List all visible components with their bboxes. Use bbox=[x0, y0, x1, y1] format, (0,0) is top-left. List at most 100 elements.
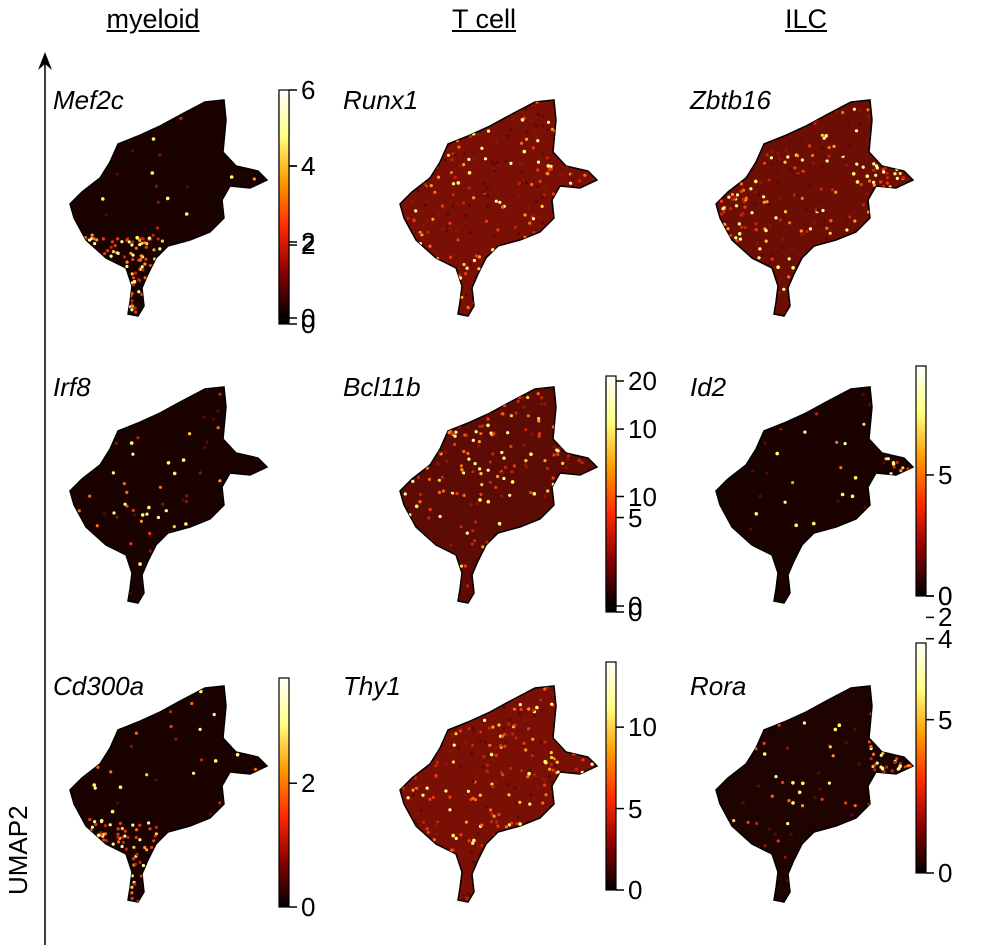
colorbar-tick-label: 0 bbox=[628, 591, 643, 621]
cell-point bbox=[536, 785, 540, 789]
cell-point bbox=[500, 420, 504, 424]
cell-point bbox=[874, 164, 879, 168]
cell-point bbox=[515, 821, 519, 826]
cell-point bbox=[537, 416, 541, 421]
cell-point bbox=[414, 209, 418, 213]
cell-point bbox=[130, 149, 135, 153]
cell-point bbox=[521, 455, 525, 459]
cell-point bbox=[800, 196, 804, 200]
cell-point bbox=[471, 726, 475, 730]
cell-point bbox=[528, 447, 532, 451]
cell-point bbox=[540, 124, 544, 128]
cell-point bbox=[501, 518, 505, 522]
cell-point bbox=[188, 432, 192, 436]
cell-point bbox=[476, 832, 480, 836]
cell-point bbox=[461, 471, 466, 475]
umap-cell-cloud bbox=[399, 99, 599, 317]
cell-point bbox=[832, 144, 836, 148]
cell-point bbox=[762, 195, 766, 199]
cell-point bbox=[802, 232, 806, 236]
cell-point-high bbox=[851, 172, 856, 176]
cell-point bbox=[514, 801, 518, 805]
cell-point bbox=[123, 502, 127, 506]
cell-point bbox=[464, 293, 468, 297]
cell-point bbox=[848, 144, 852, 148]
cell-point bbox=[500, 734, 505, 738]
cell-point bbox=[499, 426, 503, 430]
cell-point bbox=[850, 813, 854, 817]
cell-point bbox=[830, 188, 834, 192]
cell-point bbox=[869, 757, 873, 761]
cell-point bbox=[520, 170, 524, 174]
cell-point bbox=[541, 151, 545, 155]
cell-point bbox=[437, 490, 441, 494]
cell-point bbox=[518, 703, 522, 707]
umap-panel-thy1 bbox=[399, 685, 599, 903]
cell-point-high bbox=[535, 705, 539, 710]
cell-point bbox=[506, 476, 510, 480]
colorbar-tick-label: 5 bbox=[938, 459, 953, 490]
cell-point-high bbox=[865, 174, 870, 178]
colorbar-tick-label: 20 bbox=[628, 366, 657, 396]
cell-point bbox=[126, 835, 130, 839]
cell-point bbox=[501, 412, 505, 416]
cell-point bbox=[898, 761, 902, 766]
cell-point bbox=[836, 500, 840, 504]
cell-point bbox=[770, 794, 774, 798]
cell-point bbox=[437, 478, 441, 482]
cell-point bbox=[741, 801, 745, 805]
cell-point bbox=[416, 188, 420, 193]
cell-point bbox=[456, 238, 460, 242]
cell-point bbox=[830, 173, 834, 177]
cell-point bbox=[137, 290, 141, 294]
cell-point-high bbox=[797, 790, 802, 795]
cell-point-high bbox=[166, 461, 171, 465]
cell-point bbox=[434, 774, 438, 778]
cell-point bbox=[908, 764, 912, 768]
cell-point bbox=[557, 446, 562, 450]
cell-point bbox=[481, 424, 485, 428]
cell-point bbox=[740, 225, 744, 229]
cell-point bbox=[453, 434, 457, 438]
cell-point bbox=[532, 230, 536, 234]
cell-point bbox=[545, 410, 549, 414]
cell-point bbox=[768, 261, 772, 265]
colorbar-tick-label: 0 bbox=[301, 309, 316, 339]
cell-point bbox=[471, 438, 475, 442]
cell-point bbox=[502, 726, 506, 730]
cell-point bbox=[530, 753, 534, 758]
cell-point bbox=[95, 238, 99, 242]
cell-point bbox=[148, 263, 152, 267]
cell-point bbox=[852, 107, 856, 111]
cell-point-high bbox=[486, 423, 490, 428]
cell-point bbox=[844, 740, 848, 744]
cell-point bbox=[546, 128, 550, 132]
cell-point bbox=[449, 493, 453, 497]
cell-point bbox=[451, 193, 455, 197]
cell-point bbox=[862, 203, 866, 207]
cell-point bbox=[820, 797, 824, 801]
cell-point bbox=[449, 255, 453, 259]
cell-point bbox=[469, 262, 473, 266]
cell-point bbox=[433, 824, 438, 828]
cell-point bbox=[148, 827, 152, 831]
cell-point bbox=[122, 482, 126, 486]
cell-point bbox=[517, 181, 522, 185]
cell-point bbox=[847, 122, 851, 126]
cell-point bbox=[767, 178, 771, 182]
cell-point bbox=[431, 217, 435, 221]
cell-point bbox=[148, 531, 152, 535]
cell-point bbox=[516, 231, 520, 236]
cell-point bbox=[529, 490, 533, 495]
cell-point bbox=[131, 452, 135, 456]
cell-point bbox=[492, 431, 496, 435]
cell-point bbox=[451, 152, 455, 156]
cell-point bbox=[858, 122, 862, 126]
gene-label-runx1: Runx1 bbox=[343, 85, 419, 115]
cell-point bbox=[459, 564, 464, 568]
cell-point bbox=[824, 237, 828, 241]
cell-point bbox=[884, 765, 889, 769]
cell-point bbox=[158, 485, 162, 489]
cell-point bbox=[131, 304, 135, 308]
cell-point bbox=[756, 784, 760, 788]
